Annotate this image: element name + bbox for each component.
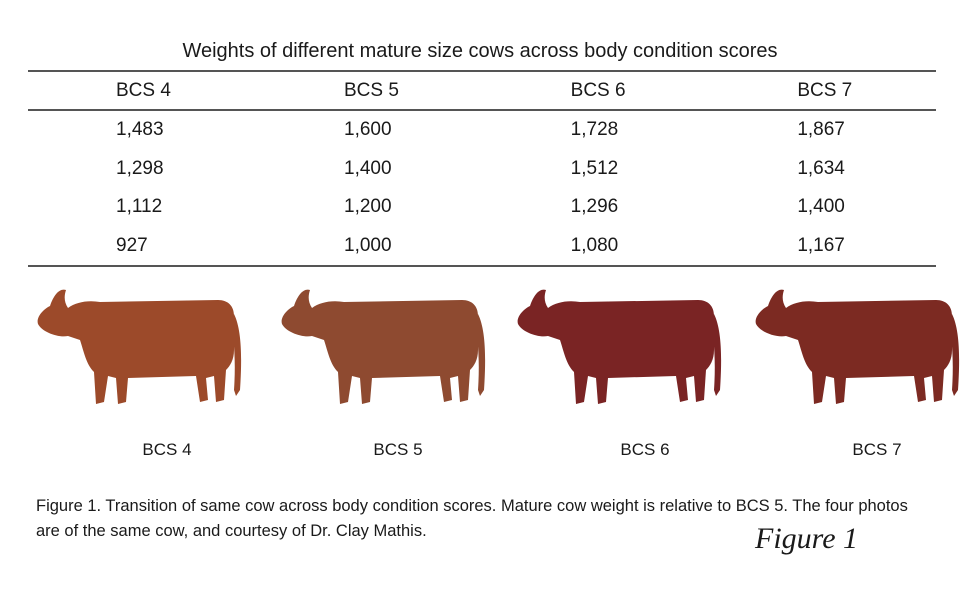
cow-photo-bcs5 [281, 289, 486, 404]
photo-label-bcs4: BCS 4 [142, 440, 192, 459]
cell: 1,080 [482, 226, 710, 267]
cell: 1,112 [116, 196, 163, 218]
cell: 1,298 [116, 157, 164, 179]
table-row: 1,483 1,600 1,728 1,867 [28, 110, 936, 150]
cell: 1,400 [797, 196, 845, 218]
cell: 1,512 [570, 157, 619, 179]
header-bcs4: BCS 4 [28, 70, 256, 111]
table-header-row: BCS 4 BCS 5 BCS 6 BCS 7 [28, 70, 936, 111]
cell: 1,000 [256, 226, 483, 267]
header-bcs6: BCS 6 [482, 70, 710, 111]
cow-photo-bcs4 [37, 289, 242, 404]
photo-label-bcs5: BCS 5 [373, 440, 423, 459]
cell: 1,634 [797, 157, 845, 179]
header-bcs5: BCS 5 [256, 70, 483, 111]
cell: 1,400 [344, 157, 392, 179]
cell: 1,167 [709, 226, 936, 267]
cell: 1,483 [116, 119, 164, 141]
table-title: Weights of different mature size cows ac… [182, 40, 778, 62]
cell: 1,600 [344, 119, 392, 141]
cell: 927 [28, 226, 256, 267]
cell: 1,728 [570, 119, 619, 141]
weights-table: BCS 4 BCS 5 BCS 6 BCS 7 1,483 1,600 1,72… [28, 70, 936, 267]
header-bcs7: BCS 7 [709, 70, 936, 111]
cell: 1,296 [570, 196, 619, 218]
figure-caption: Figure 1. Transition of same cow across … [36, 497, 908, 540]
photo-label-bcs7: BCS 7 [852, 440, 902, 459]
table-row: 927 1,000 1,080 1,167 [28, 226, 936, 267]
cow-photo-bcs6 [517, 289, 722, 404]
photo-label-bcs6: BCS 6 [620, 440, 670, 459]
cell: 1,867 [797, 119, 845, 141]
table-row: 1,298 1,400 1,512 1,634 [28, 150, 936, 189]
table-row: 1,112 1,200 1,296 1,400 [28, 188, 936, 227]
cow-photo-row [0, 280, 960, 420]
cow-photo-bcs7 [755, 289, 960, 404]
cell: 1,200 [344, 196, 392, 218]
figure-mark: Figure 1 [755, 522, 859, 555]
